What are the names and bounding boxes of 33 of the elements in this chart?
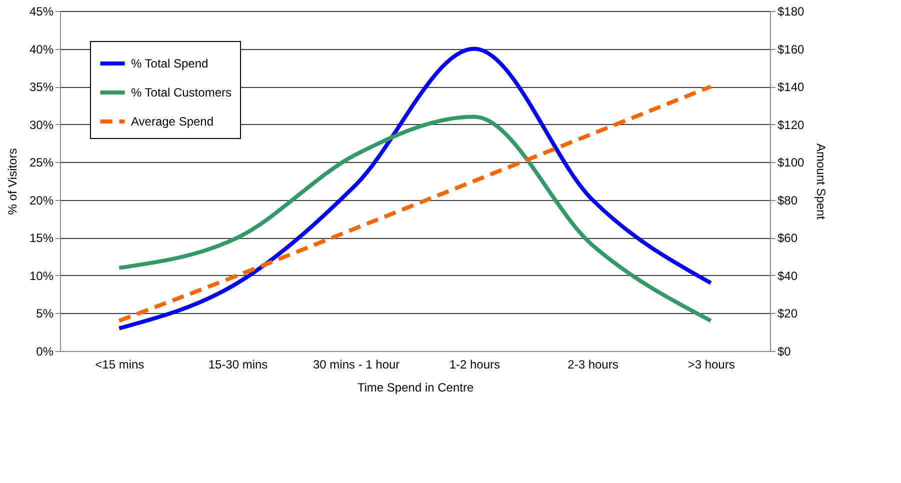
y2-tick-label: $0 [778, 344, 792, 358]
x-tick-label: >3 hours [688, 358, 735, 372]
legend-label: % Total Customers [131, 86, 232, 100]
legend-label: % Total Spend [131, 56, 208, 70]
y-tick-label: 5% [36, 306, 54, 321]
legend-label: Average Spend [131, 114, 214, 128]
x-tick-label: <15 mins [95, 358, 144, 372]
y2-tick-label: $140 [778, 80, 805, 94]
y-tick-label: 30% [29, 118, 54, 132]
y2-tick-label: $60 [778, 231, 798, 246]
y-tick-label: 10% [29, 268, 54, 283]
y-tick-label: 25% [29, 156, 54, 170]
y2-tick-label: $160 [778, 42, 805, 56]
y-tick-label: 20% [29, 193, 54, 208]
y-axis-title: % of Visitors [5, 148, 20, 215]
y2-tick-label: $120 [778, 118, 805, 132]
y2-tick-label: $20 [778, 306, 798, 321]
x-tick-label: 15-30 mins [208, 358, 268, 372]
y-tick-label: 15% [29, 231, 54, 246]
y2-tick-label: $100 [778, 156, 805, 170]
y-tick-label: 40% [29, 42, 54, 56]
x-tick-label: 2-3 hours [568, 358, 618, 372]
y-tick-label: 45% [29, 4, 54, 18]
x-tick-label: 30 mins - 1 hour [312, 358, 400, 372]
line-series [117, 46, 713, 330]
y2-tick-label: $180 [778, 4, 805, 18]
x-axis-title: Time Spend in Centre [357, 380, 474, 394]
y2-axis-title: Amount Spent [814, 143, 828, 220]
y-tick-label: 35% [29, 80, 54, 94]
y2-tick-label: $80 [778, 193, 798, 208]
x-tick-label: 1-2 hours [449, 358, 500, 372]
y-tick-label: 0% [36, 344, 54, 358]
y2-tick-label: $40 [778, 268, 798, 283]
